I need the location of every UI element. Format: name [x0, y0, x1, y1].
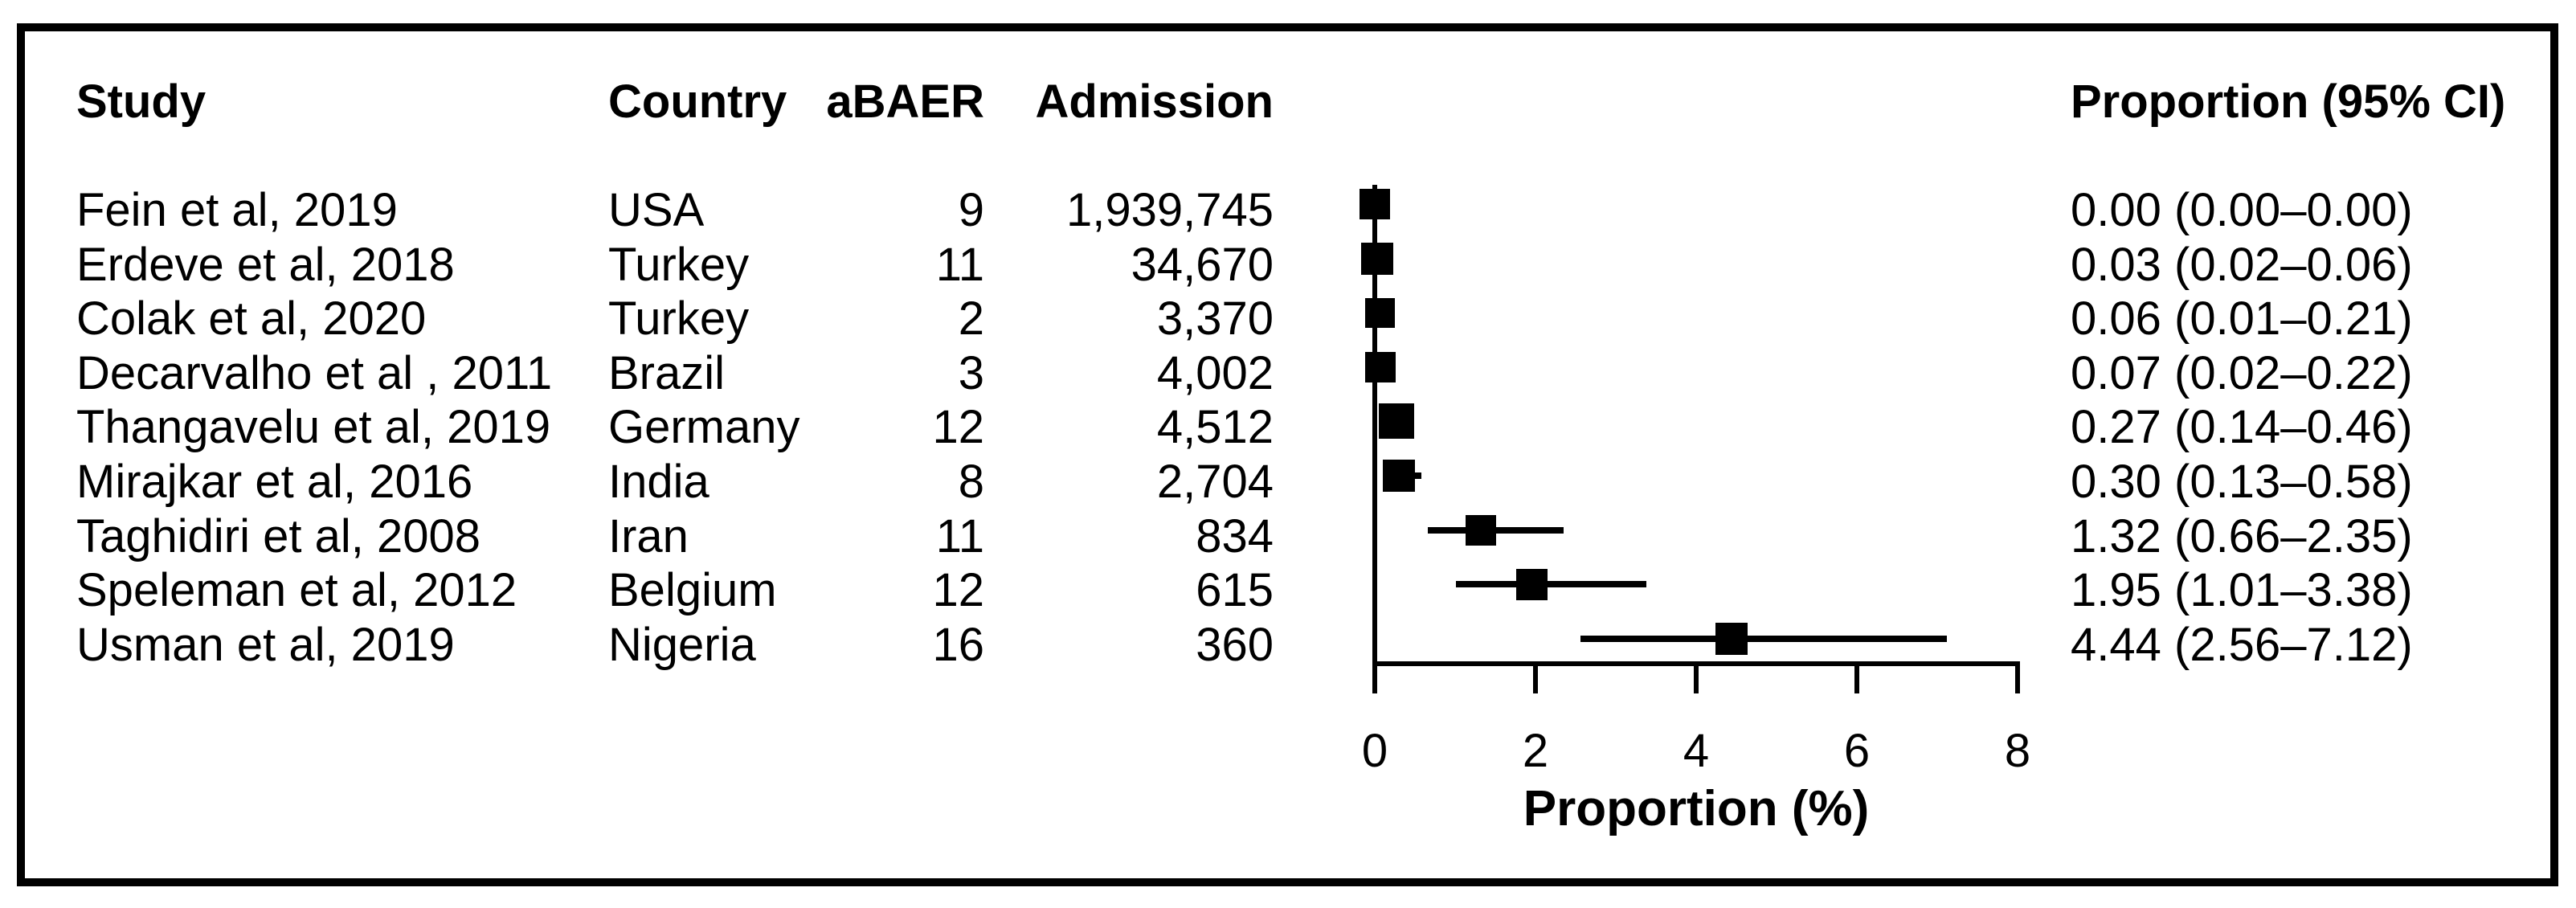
country: Turkey — [608, 292, 750, 346]
col-header-country: Country — [608, 76, 787, 128]
abaer-count: 8 — [958, 456, 984, 508]
admission-count: 615 — [1196, 564, 1274, 617]
forest-marker — [1466, 514, 1496, 546]
abaer-count: 9 — [958, 184, 984, 236]
x-axis-title: Proportion (%) — [1523, 781, 1870, 836]
x-tick-label: 8 — [2004, 725, 2031, 777]
ci-text: 1.95 (1.01–3.38) — [2071, 564, 2413, 617]
forest-marker — [1715, 622, 1748, 655]
ci-text: 1.32 (0.66–2.35) — [2071, 509, 2413, 562]
admission-count: 360 — [1196, 618, 1274, 671]
ci-text: 0.07 (0.02–0.22) — [2071, 346, 2413, 399]
ci-line — [1456, 581, 1646, 588]
admission-count: 1,939,745 — [1065, 184, 1274, 236]
study-name: Fein et al, 2019 — [76, 184, 398, 236]
forest-marker — [1364, 297, 1395, 328]
col-header-abaer: aBAER — [826, 76, 984, 128]
country: Nigeria — [608, 618, 756, 671]
x-tick-label: 4 — [1683, 725, 1710, 777]
country: India — [608, 456, 709, 508]
col-header-study: Study — [76, 76, 206, 128]
forest-marker — [1515, 568, 1548, 600]
country: Germany — [608, 401, 800, 454]
x-tick-label: 0 — [1361, 725, 1388, 777]
study-name: Thangavelu et al, 2019 — [76, 401, 551, 454]
figure-border — [17, 23, 2558, 886]
ci-text: 0.00 (0.00–0.00) — [2071, 184, 2413, 236]
ci-line — [1580, 635, 1947, 642]
ci-text: 0.03 (0.02–0.06) — [2071, 238, 2413, 291]
x-tick-label: 6 — [1843, 725, 1871, 777]
study-name: Mirajkar et al, 2016 — [76, 456, 473, 508]
abaer-count: 2 — [958, 292, 984, 346]
ci-text: 0.06 (0.01–0.21) — [2071, 292, 2413, 346]
x-tick — [1694, 661, 1699, 693]
country: Belgium — [608, 564, 777, 617]
col-header-admission: Admission — [1035, 76, 1274, 128]
admission-count: 4,002 — [1156, 346, 1274, 399]
ci-text: 0.30 (0.13–0.58) — [2071, 456, 2413, 508]
x-tick — [1533, 661, 1538, 693]
admission-count: 4,512 — [1156, 401, 1274, 454]
admission-count: 2,704 — [1156, 456, 1274, 508]
country: Brazil — [608, 346, 726, 399]
study-name: Speleman et al, 2012 — [76, 564, 517, 617]
zero-reference-line — [1372, 185, 1377, 693]
study-name: Decarvalho et al , 2011 — [76, 346, 553, 399]
abaer-count: 12 — [932, 564, 984, 617]
forest-marker — [1379, 403, 1414, 440]
x-tick — [1372, 661, 1377, 693]
forest-marker — [1360, 189, 1390, 219]
admission-count: 3,370 — [1156, 292, 1274, 346]
study-name: Usman et al, 2019 — [76, 618, 455, 671]
forest-marker — [1361, 242, 1393, 275]
col-header-proportion-ci: Proportion (95% CI) — [2071, 76, 2506, 128]
ci-text: 4.44 (2.56–7.12) — [2071, 618, 2413, 671]
ci-text: 0.27 (0.14–0.46) — [2071, 401, 2413, 454]
country: Turkey — [608, 238, 750, 291]
abaer-count: 12 — [932, 401, 984, 454]
x-tick-label: 2 — [1522, 725, 1549, 777]
study-name: Taghidiri et al, 2008 — [76, 509, 480, 562]
study-name: Erdeve et al, 2018 — [76, 238, 455, 291]
forest-marker — [1383, 460, 1415, 492]
abaer-count: 11 — [935, 238, 984, 291]
x-tick — [2015, 661, 2020, 693]
forest-marker — [1365, 351, 1396, 382]
abaer-count: 3 — [958, 346, 984, 399]
country: USA — [608, 184, 705, 236]
admission-count: 834 — [1196, 509, 1274, 562]
study-name: Colak et al, 2020 — [76, 292, 427, 346]
country: Iran — [608, 509, 689, 562]
x-tick — [1854, 661, 1859, 693]
abaer-count: 16 — [932, 618, 984, 671]
admission-count: 34,670 — [1131, 238, 1274, 291]
abaer-count: 11 — [935, 509, 984, 562]
